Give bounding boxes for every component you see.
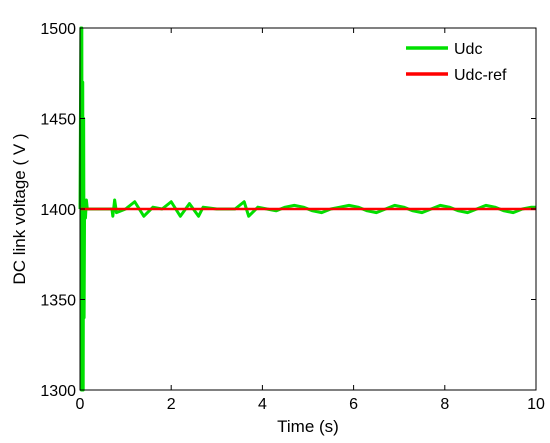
y-tick-label: 1300 [40, 383, 76, 400]
x-tick-label: 0 [76, 396, 85, 413]
x-tick-label: 4 [258, 396, 267, 413]
series-layer [78, 26, 536, 392]
x-tick-label: 2 [167, 396, 176, 413]
y-tick-label: 1500 [40, 21, 76, 38]
y-tick-label: 1450 [40, 112, 76, 129]
x-tick-label: 10 [527, 396, 545, 413]
x-tick-label: 8 [440, 396, 449, 413]
axes-layer: 0 2 4 6 8 10 1300 1350 1400 1450 1500 [40, 21, 545, 413]
y-tick-label: 1350 [40, 293, 76, 310]
y-axis-label: DC link voltage ( V ) [10, 133, 29, 284]
y-tick-label: 1400 [40, 202, 76, 219]
legend-label-udc-ref: Udc-ref [454, 67, 507, 84]
legend: Udc Udc-ref [406, 41, 507, 84]
x-tick-label: 6 [349, 396, 358, 413]
x-axis-label: Time (s) [277, 417, 339, 436]
legend-label-udc: Udc [454, 41, 482, 58]
